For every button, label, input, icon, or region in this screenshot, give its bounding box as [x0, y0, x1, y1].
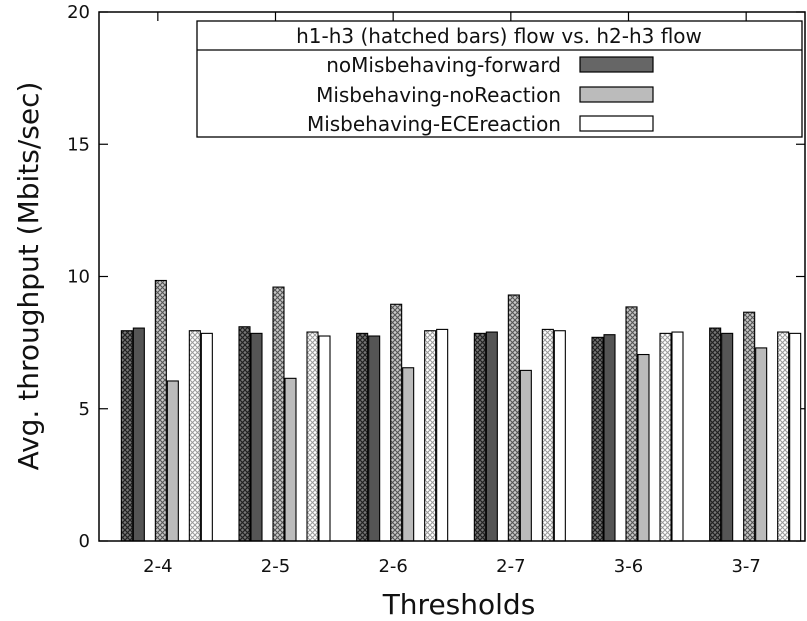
y-tick-label-3: 15: [67, 134, 90, 155]
legend-swatch-1: [579, 86, 654, 103]
plot-frame: [98, 11, 806, 542]
x-tick-label-2-4: 2-4: [143, 556, 172, 577]
bar-2-5-Misbehaving-noReaction-h2-h3: [284, 377, 297, 542]
bar-3-6-noMisbehaving-forward-h1-h3: [591, 336, 604, 542]
legend: h1-h3 (hatched bars) flow vs. h2-h3 flow…: [196, 20, 803, 138]
bar-3-6-Misbehaving-noReaction-h1-h3: [625, 306, 638, 542]
bar-2-7-noMisbehaving-forward-h1-h3: [473, 332, 486, 542]
bars-group: [120, 279, 802, 542]
bar-3-7-noMisbehaving-forward-h2-h3: [721, 332, 734, 542]
bar-3-7-Misbehaving-ECEreaction-h1-h3: [777, 331, 790, 542]
x-tick-label-2-5: 2-5: [261, 556, 290, 577]
bar-2-6-Misbehaving-noReaction-h2-h3: [402, 367, 415, 542]
bar-2-4-Misbehaving-ECEreaction-h1-h3: [188, 330, 201, 542]
bar-2-6-noMisbehaving-forward-h2-h3: [368, 335, 381, 542]
y-tick-label-1: 5: [79, 399, 90, 420]
y-tick-labels: 0 5 10 15 20: [67, 2, 90, 552]
bar-2-5-noMisbehaving-forward-h2-h3: [250, 332, 263, 542]
bar-3-6-Misbehaving-ECEreaction-h1-h3: [659, 332, 672, 542]
bar-2-7-Misbehaving-noReaction-h2-h3: [519, 369, 532, 542]
bar-2-5-Misbehaving-ECEreaction-h1-h3: [306, 331, 319, 542]
bar-3-7-Misbehaving-noReaction-h1-h3: [743, 311, 756, 542]
x-tick-label-2-7: 2-7: [496, 556, 525, 577]
legend-swatch-2: [579, 115, 654, 132]
x-tick-labels: 2-4 2-5 2-6 2-7 3-6 3-7: [143, 556, 761, 577]
bar-2-6-Misbehaving-ECEreaction-h1-h3: [424, 330, 437, 542]
y-axis-title: Avg. throughput (Mbits/sec): [12, 82, 45, 471]
bar-2-7-noMisbehaving-forward-h2-h3: [485, 331, 498, 542]
bar-3-7-noMisbehaving-forward-h1-h3: [709, 327, 722, 542]
legend-swatch-0: [579, 56, 654, 73]
x-axis-title: Thresholds: [382, 588, 536, 621]
bar-2-7-Misbehaving-noReaction-h1-h3: [507, 294, 520, 542]
bar-3-7-Misbehaving-ECEreaction-h2-h3: [789, 332, 802, 542]
bar-3-6-Misbehaving-ECEreaction-h2-h3: [671, 331, 684, 542]
x-tick-label-3-7: 3-7: [731, 556, 760, 577]
bar-3-6-noMisbehaving-forward-h2-h3: [603, 334, 616, 542]
bar-2-7-Misbehaving-ECEreaction-h2-h3: [553, 330, 566, 542]
x-tick-label-2-6: 2-6: [378, 556, 407, 577]
legend-label-0: noMisbehaving-forward: [326, 53, 561, 77]
bar-2-4-Misbehaving-noReaction-h1-h3: [154, 279, 167, 542]
bar-2-4-Misbehaving-ECEreaction-h2-h3: [200, 332, 213, 542]
bar-2-5-Misbehaving-ECEreaction-h2-h3: [318, 335, 331, 542]
bar-2-7-Misbehaving-ECEreaction-h1-h3: [541, 328, 554, 542]
bar-2-6-Misbehaving-ECEreaction-h2-h3: [436, 328, 449, 542]
y-tick-label-2: 10: [67, 267, 90, 288]
legend-box: [196, 20, 803, 138]
bar-3-6-Misbehaving-noReaction-h2-h3: [637, 353, 650, 542]
bar-2-4-noMisbehaving-forward-h2-h3: [132, 327, 145, 542]
legend-label-1: Misbehaving-noReaction: [316, 83, 561, 107]
y-tick-label-0: 0: [79, 531, 90, 552]
bar-2-5-Misbehaving-noReaction-h1-h3: [272, 286, 285, 542]
legend-label-2: Misbehaving-ECEreaction: [307, 112, 561, 136]
bar-3-7-Misbehaving-noReaction-h2-h3: [755, 347, 768, 542]
bar-2-4-Misbehaving-noReaction-h2-h3: [166, 380, 179, 542]
x-tick-label-3-6: 3-6: [614, 556, 643, 577]
legend-title: h1-h3 (hatched bars) flow vs. h2-h3 flow: [296, 24, 702, 48]
y-tick-label-4: 20: [67, 2, 90, 23]
bar-2-6-noMisbehaving-forward-h1-h3: [356, 332, 369, 542]
bar-2-6-Misbehaving-noReaction-h1-h3: [390, 303, 403, 542]
bar-2-4-noMisbehaving-forward-h1-h3: [120, 330, 133, 542]
bar-2-5-noMisbehaving-forward-h1-h3: [238, 326, 251, 542]
